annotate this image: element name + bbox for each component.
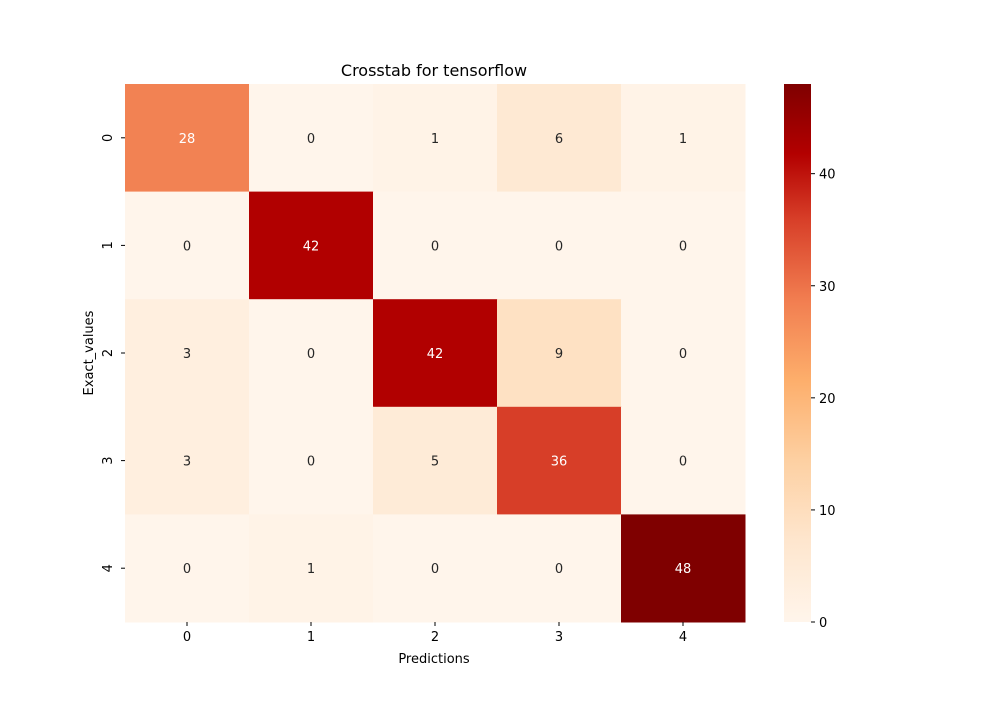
heatmap-cell <box>497 299 622 408</box>
heatmap-cell-labels: 28 0 1 6 1 0 42 0 0 0 3 0 42 9 0 3 0 5 36 0 0 1 0 0 48 <box>179 132 692 577</box>
cell-value-label: 0 <box>679 455 687 470</box>
cell-value-label: 0 <box>431 239 439 254</box>
colorbar-gradient <box>784 84 811 622</box>
heatmap-cells <box>125 84 746 623</box>
cell-value-label: 0 <box>307 347 315 362</box>
x-axis: 0 1 2 3 4 <box>183 622 687 645</box>
x-axis-label: Predictions <box>398 652 470 667</box>
x-tick-label: 0 <box>183 630 191 645</box>
cell-value-label: 48 <box>675 562 692 577</box>
heatmap-cell <box>621 299 746 408</box>
cell-value-label: 1 <box>307 562 315 577</box>
heatmap-cell <box>249 406 374 515</box>
colorbar-tick-label: 10 <box>819 504 836 519</box>
heatmap-cell <box>621 191 746 300</box>
cell-value-label: 0 <box>431 562 439 577</box>
colorbar-tick-label: 30 <box>819 280 836 295</box>
colorbar: 0 10 20 30 40 <box>784 84 836 631</box>
heatmap-cell <box>373 84 498 193</box>
heatmap-cell <box>249 84 374 193</box>
cell-value-label: 0 <box>679 239 687 254</box>
heatmap-cell <box>373 191 498 300</box>
y-axis: 0 1 2 3 4 <box>101 134 125 572</box>
x-tick-label: 3 <box>555 630 563 645</box>
cell-value-label: 9 <box>555 347 563 362</box>
heatmap-cell <box>373 514 498 623</box>
cell-value-label: 6 <box>555 132 563 147</box>
heatmap-cell <box>249 514 374 623</box>
colorbar-tick-label: 20 <box>819 392 836 407</box>
heatmap-cell <box>125 299 250 408</box>
x-tick-label: 2 <box>431 630 439 645</box>
cell-value-label: 0 <box>183 562 191 577</box>
cell-value-label: 42 <box>427 347 444 362</box>
cell-value-label: 0 <box>183 239 191 254</box>
colorbar-tick-label: 40 <box>819 168 836 183</box>
heatmap-cell <box>125 406 250 515</box>
heatmap-cell <box>373 299 498 408</box>
cell-value-label: 1 <box>431 132 439 147</box>
x-tick-label: 4 <box>679 630 687 645</box>
y-tick-label: 4 <box>101 564 116 572</box>
cell-value-label: 1 <box>679 132 687 147</box>
heatmap-cell <box>125 514 250 623</box>
heatmap-cell <box>621 84 746 193</box>
y-tick-label: 3 <box>101 456 116 464</box>
heatmap-cell <box>621 514 746 623</box>
cell-value-label: 0 <box>307 132 315 147</box>
cell-value-label: 28 <box>179 132 196 147</box>
heatmap-cell <box>497 191 622 300</box>
cell-value-label: 0 <box>679 347 687 362</box>
heatmap-cell <box>497 406 622 515</box>
heatmap-cell <box>497 84 622 193</box>
heatmap-cell <box>497 514 622 623</box>
cell-value-label: 5 <box>431 455 439 470</box>
heatmap-cell <box>125 84 250 193</box>
y-axis-label: Exact_values <box>82 310 97 395</box>
x-tick-label: 1 <box>307 630 315 645</box>
cell-value-label: 0 <box>555 562 563 577</box>
cell-value-label: 3 <box>183 455 191 470</box>
y-tick-label: 2 <box>101 349 116 357</box>
cell-value-label: 0 <box>307 455 315 470</box>
y-tick-label: 1 <box>101 241 116 249</box>
cell-value-label: 36 <box>551 455 568 470</box>
cell-value-label: 0 <box>555 239 563 254</box>
heatmap-cell <box>125 191 250 300</box>
heatmap-cell <box>373 406 498 515</box>
cell-value-label: 42 <box>303 239 320 254</box>
heatmap-cell <box>249 191 374 300</box>
cell-value-label: 3 <box>183 347 191 362</box>
y-tick-label: 0 <box>101 134 116 142</box>
heatmap-cell <box>249 299 374 408</box>
colorbar-tick-label: 0 <box>819 616 827 631</box>
chart-title: Crosstab for tensorflow <box>341 61 527 80</box>
heatmap-cell <box>621 406 746 515</box>
